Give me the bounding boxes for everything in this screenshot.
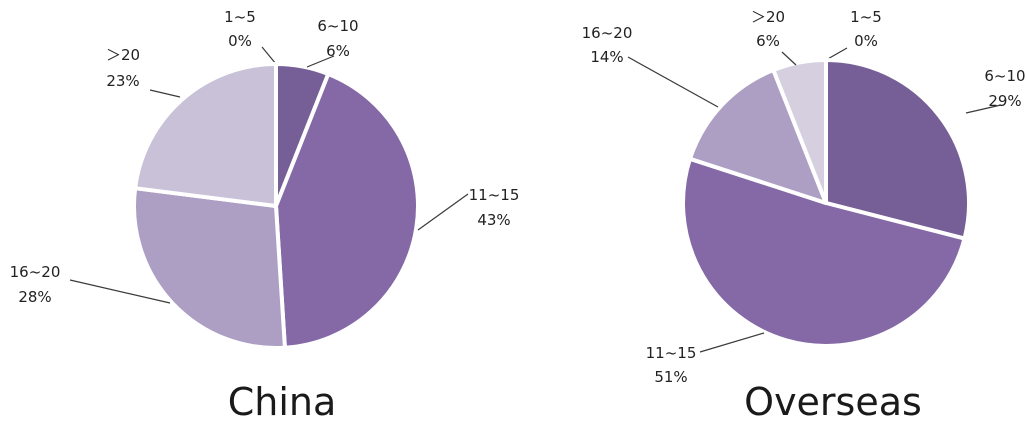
slice-label-overseas-6-10: 6~10: [984, 67, 1025, 85]
slice-percent-overseas-20: 6%: [756, 32, 780, 50]
leader-line-overseas-11-15: [699, 332, 765, 353]
chart-title-china: China: [228, 380, 337, 421]
leader-line-china-6-10: [306, 55, 335, 68]
leader-line-overseas-16-20: [627, 56, 719, 108]
pie-slice-overseas-20: [771, 58, 828, 205]
pie-slice-china-11-15: [274, 71, 420, 350]
leader-line-china-11-15: [417, 193, 469, 231]
slice-label-overseas-11-15: 11~15: [646, 344, 697, 362]
slice-label-china-6-10: 6~10: [317, 17, 358, 35]
pie-slice-overseas-11-15: [681, 156, 967, 348]
slice-label-china-1-5: 1~5: [224, 8, 256, 26]
slice-percent-overseas-11-15: 51%: [654, 368, 687, 386]
slice-label-overseas-1-5: 1~5: [850, 8, 882, 26]
pie-chart-china: 1~5 0% 6~10 6% 11~15 43% 16~20 28% ＞20 23%: [10, 8, 520, 350]
slice-label-china-11-15: 11~15: [469, 186, 520, 204]
chart-title-overseas: Overseas: [744, 380, 922, 421]
slice-percent-china-20: 23%: [106, 72, 139, 90]
slice-percent-overseas-16-20: 14%: [590, 48, 623, 66]
leader-line-china-1-5: [261, 46, 277, 65]
leader-line-overseas-20: [781, 51, 797, 66]
slice-percent-china-16-20: 28%: [18, 288, 51, 306]
slice-percent-china-1-5: 0%: [228, 32, 252, 50]
pie-slice-china-20: [133, 62, 278, 208]
leader-line-overseas-6-10: [965, 104, 1002, 114]
slice-percent-overseas-1-5: 0%: [854, 32, 878, 50]
pie-slice-overseas-16-20: [688, 68, 828, 205]
slice-label-overseas-16-20: 16~20: [582, 24, 633, 42]
slice-percent-china-11-15: 43%: [477, 211, 510, 229]
pie-chart-overseas: 1~5 0% 6~10 29% 11~15 51% 16~20 14% ＞20 6%: [582, 8, 1026, 386]
leader-line-china-16-20: [69, 279, 171, 304]
slice-percent-overseas-6-10: 29%: [988, 92, 1021, 110]
slice-label-china-20: ＞20: [106, 46, 140, 64]
pie-slice-china-16-20: [132, 186, 287, 350]
slice-label-china-16-20: 16~20: [10, 263, 61, 281]
pie-slice-overseas-6-10: [824, 58, 971, 241]
slice-label-overseas-20: ＞20: [751, 8, 785, 26]
leader-line-china-20: [149, 89, 181, 98]
leader-line-overseas-1-5: [825, 47, 848, 61]
slice-percent-china-6-10: 6%: [326, 42, 350, 60]
